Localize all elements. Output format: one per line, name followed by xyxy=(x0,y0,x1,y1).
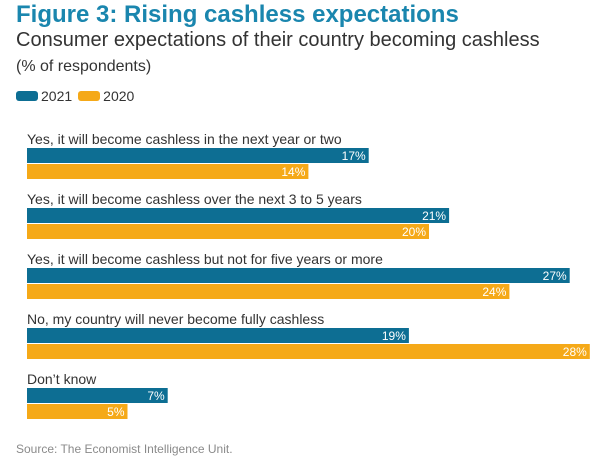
bar-2021-2 xyxy=(27,208,450,223)
bar-2020-4 xyxy=(27,344,590,359)
category-label: Yes, it will become cashless in the next… xyxy=(27,131,342,147)
bar-2021-4 xyxy=(27,328,409,343)
bar-2021-3 xyxy=(27,268,570,283)
chart-legend: 2021 2020 xyxy=(16,88,140,104)
chart-title: Figure 3: Rising cashless expectations xyxy=(16,1,459,28)
data-label: 5% xyxy=(107,405,125,419)
data-label: 17% xyxy=(342,149,366,163)
legend-item-2021: 2021 xyxy=(16,88,72,104)
bar-2021-1 xyxy=(27,148,369,163)
legend-label-2021: 2021 xyxy=(41,88,73,104)
data-label: 19% xyxy=(382,329,406,343)
data-label: 24% xyxy=(482,285,506,299)
data-label: 21% xyxy=(422,209,446,223)
bar-2020-5 xyxy=(27,404,128,419)
data-label: 27% xyxy=(543,269,567,283)
legend-swatch-2021 xyxy=(16,91,38,101)
bar-2020-1 xyxy=(27,164,309,179)
category-label: Yes, it will become cashless but not for… xyxy=(27,251,383,267)
category-label: Don’t know xyxy=(27,371,97,387)
chart-source: Source: The Economist Intelligence Unit. xyxy=(16,442,233,456)
category-label: Yes, it will become cashless over the ne… xyxy=(27,191,362,207)
data-label: 14% xyxy=(281,165,305,179)
category-label: No, my country will never become fully c… xyxy=(27,311,324,327)
legend-label-2020: 2020 xyxy=(103,88,135,104)
data-label: 28% xyxy=(563,345,587,359)
legend-item-2020: 2020 xyxy=(78,88,134,104)
bar-2020-3 xyxy=(27,284,510,299)
chart-unit-label: (% of respondents) xyxy=(16,58,152,75)
chart-subtitle: Consumer expectations of their country b… xyxy=(16,29,540,51)
legend-swatch-2020 xyxy=(78,91,101,101)
bar-2020-2 xyxy=(27,224,429,239)
bar-2021-5 xyxy=(27,388,168,403)
data-label: 7% xyxy=(147,389,165,403)
data-label: 20% xyxy=(402,225,426,239)
